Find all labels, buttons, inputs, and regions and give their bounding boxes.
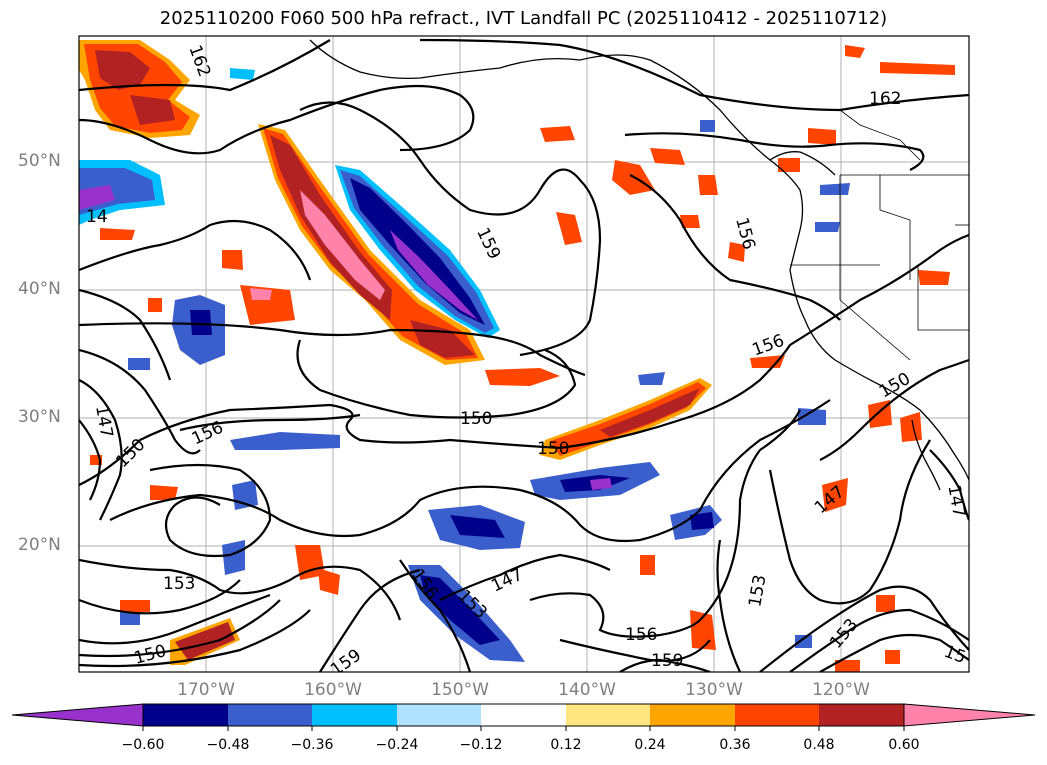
map-plot-area: 162 162 159 159 159 156 156 156 156 156 …	[79, 36, 969, 672]
lat-label-40n: 40°N	[18, 279, 61, 299]
colorbar-tick-label: −0.12	[459, 737, 503, 753]
colorbar-tick-label: 0.12	[550, 737, 582, 753]
colorbar-tick-label: 0.60	[888, 737, 920, 753]
colorbar-extend-low	[11, 703, 144, 727]
lon-label-120w: 120°W	[812, 680, 870, 700]
lon-label-160w: 160°W	[304, 680, 362, 700]
colorbar-tick-label: −0.24	[375, 737, 419, 753]
colorbar-tick-label: 0.36	[719, 737, 751, 753]
lat-label-50n: 50°N	[18, 151, 61, 171]
contour-label: 150	[460, 409, 492, 429]
colorbar-tick-label: −0.36	[290, 737, 334, 753]
contour-label: 150	[537, 439, 569, 459]
lon-label-140w: 140°W	[558, 680, 616, 700]
positive-fields	[79, 40, 955, 672]
plot-frame	[78, 35, 970, 673]
map-title: 2025110200 F060 500 hPa refract., IVT La…	[159, 8, 888, 29]
colorbar-tick-label: 0.24	[634, 737, 666, 753]
coastlines	[309, 39, 969, 491]
colorbar-extend-high	[903, 703, 1036, 727]
state-borders	[790, 109, 969, 361]
lat-label-20n: 20°N	[18, 535, 61, 555]
contour-label: 156	[625, 625, 657, 645]
height-contours	[79, 38, 969, 672]
lat-label-30n: 30°N	[18, 407, 61, 427]
contour-label: 153	[163, 574, 195, 594]
contour-label: 14	[86, 207, 108, 227]
colorbar-tick-label: −0.60	[121, 737, 165, 753]
lon-label-130w: 130°W	[685, 680, 743, 700]
contour-label: 159	[651, 651, 683, 671]
lon-label-170w: 170°W	[177, 680, 235, 700]
negative-fields	[79, 68, 850, 662]
lon-label-150w: 150°W	[431, 680, 489, 700]
colorbar-tick-label: 0.48	[803, 737, 835, 753]
contour-label: 162	[869, 89, 901, 109]
colorbar-tick-label: −0.48	[206, 737, 250, 753]
colorbar	[11, 703, 1036, 731]
